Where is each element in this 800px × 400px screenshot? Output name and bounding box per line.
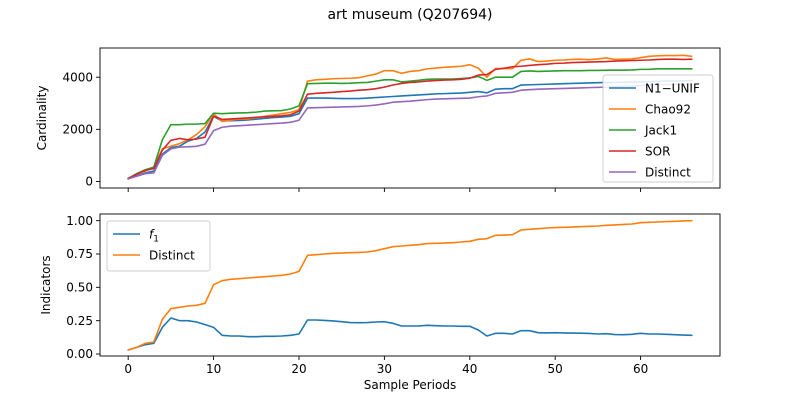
x-tick-label: 10 xyxy=(206,362,221,376)
x-tick-label: 20 xyxy=(291,362,306,376)
x-tick-label: 50 xyxy=(548,362,563,376)
y-axis-label: Cardinality xyxy=(35,86,49,151)
legend-label: SOR xyxy=(645,145,670,159)
y-tick-label: 0.00 xyxy=(66,347,93,361)
y-axis-label: Indicators xyxy=(39,255,53,314)
legend-label: Distinct xyxy=(149,249,195,263)
series-line-f1 xyxy=(127,317,693,351)
legend-label: N1−UNIF xyxy=(645,82,700,96)
y-tick-label: 0.75 xyxy=(66,247,93,261)
y-tick-label: 4000 xyxy=(62,70,93,84)
legend-box xyxy=(602,74,714,183)
axes-frame xyxy=(99,47,721,189)
axes-frame xyxy=(99,213,721,357)
x-tick-label: 30 xyxy=(377,362,392,376)
series-line-distinct xyxy=(127,83,693,180)
x-tick-label: 40 xyxy=(462,362,477,376)
series-line-sor xyxy=(127,58,693,180)
cardinality-panel: 0 2000 4000 Cardinality N1−UNIF Chao92 Jack1 SO… xyxy=(35,47,721,192)
legend: f1 Distinct xyxy=(106,220,211,272)
legend-label: Jack1 xyxy=(644,124,677,138)
x-axis-label: Sample Periods xyxy=(364,378,456,392)
y-tick-label: 2000 xyxy=(62,123,93,137)
legend-label: f1 xyxy=(149,228,159,245)
legend: N1−UNIF Chao92 Jack1 SOR Distinct xyxy=(602,74,714,183)
legend-label: Distinct xyxy=(645,166,691,180)
y-tick-label: 1.00 xyxy=(66,214,93,228)
indicators-panel: 0 10 20 30 40 50 60 0.00 0.25 0.50 0.75 1.00 Indicat… xyxy=(39,213,721,392)
legend-label: Chao92 xyxy=(645,103,691,117)
x-tick-label: 60 xyxy=(633,362,648,376)
y-tick-label: 0.50 xyxy=(66,281,93,295)
figure-title: art museum (Q207694) xyxy=(327,7,492,23)
y-tick-label: 0 xyxy=(85,175,93,189)
series-line-jack1 xyxy=(127,68,693,180)
series-line-distinct xyxy=(127,219,693,351)
legend-box xyxy=(106,220,211,272)
x-tick-label: 0 xyxy=(124,362,132,376)
y-tick-label: 0.25 xyxy=(66,314,93,328)
series-line-chao92 xyxy=(127,54,693,180)
